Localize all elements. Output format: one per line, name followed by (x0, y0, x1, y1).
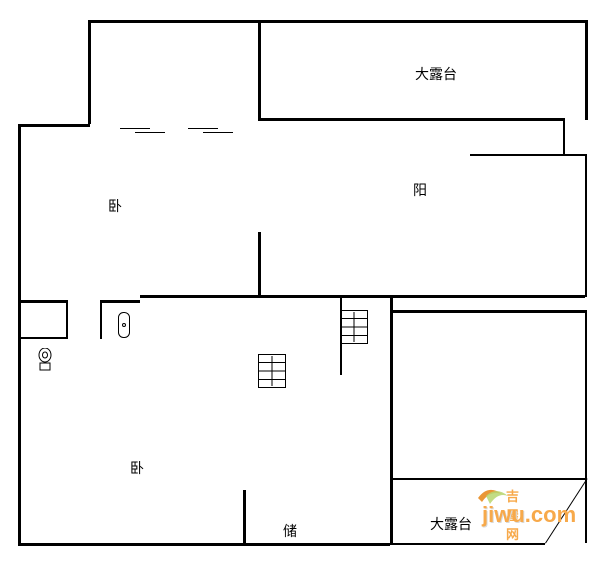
wall-vertical (243, 490, 246, 545)
stairs-icon (340, 310, 368, 344)
label-balcony: 阳 (413, 180, 427, 200)
wall-vertical (100, 300, 102, 339)
watermark-text-com: .com (525, 502, 576, 527)
wall-horizontal (390, 310, 585, 313)
sink-icon (118, 312, 130, 338)
wall-vertical (88, 20, 91, 124)
wall-vertical (66, 300, 68, 339)
wall-vertical (258, 232, 261, 297)
wall-horizontal (18, 543, 243, 546)
wall-horizontal (18, 300, 66, 303)
wall-vertical (585, 20, 588, 120)
wall-horizontal (470, 154, 585, 156)
wall-vertical (258, 20, 261, 120)
label-bedroom-upper: 卧 (108, 196, 122, 216)
wall-horizontal (243, 543, 390, 546)
wall-horizontal (258, 295, 585, 298)
label-terrace-top: 大露台 (415, 64, 457, 84)
stairs-icon (258, 354, 286, 388)
label-bedroom-lower: 卧 (130, 458, 144, 478)
door-swing-mark (188, 128, 218, 129)
door-swing-mark (135, 132, 165, 133)
wall-horizontal (100, 300, 140, 303)
wall-vertical (390, 295, 393, 545)
wall-vertical (585, 154, 587, 297)
wall-horizontal (390, 543, 545, 545)
wall-horizontal (258, 118, 563, 121)
label-terrace-bot: 大露台 (430, 514, 472, 534)
wall-horizontal (140, 295, 258, 298)
wall-horizontal (258, 20, 585, 23)
wall-vertical (585, 310, 587, 543)
toilet-icon (38, 348, 52, 372)
door-swing-mark (120, 128, 150, 129)
door-swing-mark (203, 132, 233, 133)
wall-horizontal (18, 337, 66, 339)
wall-vertical (563, 118, 565, 156)
label-storage: 储 (283, 521, 297, 541)
wall-horizontal (88, 20, 258, 23)
floor-plan-canvas: 大露台阳卧卧储大露台 吉屋网 jiwu jiwu.com (0, 0, 600, 569)
watermark-text-jiwu: jiwu (482, 502, 525, 527)
wall-horizontal (18, 124, 90, 127)
wall-vertical (18, 124, 21, 544)
